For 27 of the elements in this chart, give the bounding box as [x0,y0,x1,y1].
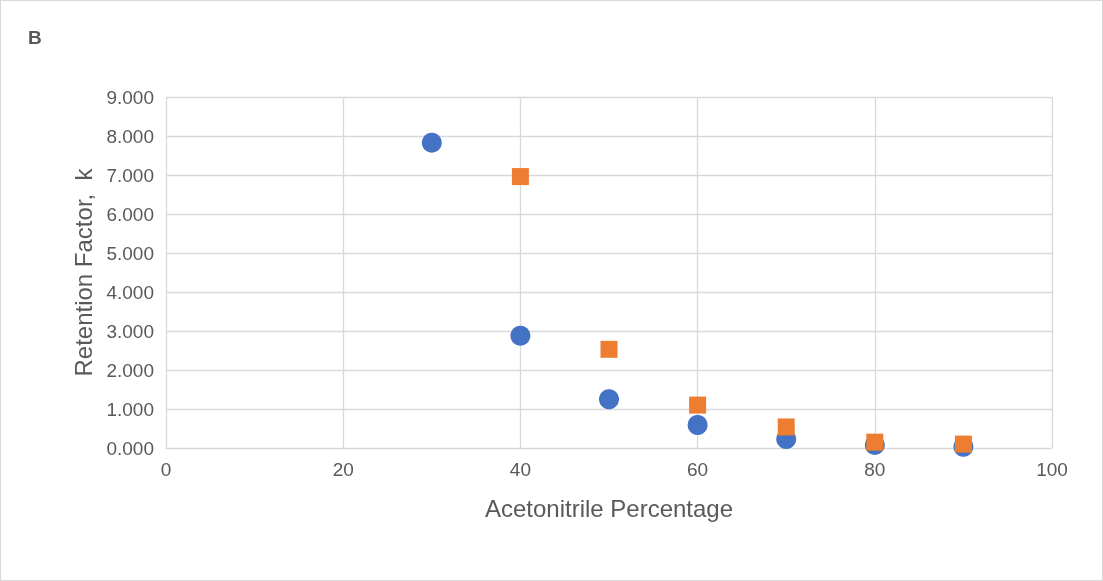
point [687,414,708,435]
x-tick-label: 80 [864,459,886,480]
x-tick-label: 20 [332,459,354,480]
y-tick-label: 5.000 [106,242,154,264]
point [599,389,619,410]
point [510,325,531,346]
y-tick-label: 2.000 [106,359,154,381]
point [600,340,618,358]
point [777,418,795,436]
y-tick-label: 3.000 [106,320,154,342]
y-axis-title: Retention Factor, k [70,167,98,377]
chart-title: B [28,27,42,48]
x-axis-title: Acetonitrile Percentage [484,494,734,522]
y-tick-label: 7.000 [106,164,154,186]
point [689,396,707,414]
x-tick-label: 0 [160,459,172,480]
y-tick-label: 1.000 [106,398,154,420]
y-tick-label: 9.000 [106,86,154,108]
y-tick-label: 0.000 [106,437,154,459]
point [421,132,442,153]
point [511,168,529,186]
x-tick-label: 40 [509,459,531,480]
y-tick-label: 6.000 [106,203,154,225]
x-tick-label: 60 [687,459,709,480]
y-tick-label: 4.000 [106,281,154,303]
x-tick-label: 100 [1036,459,1068,480]
y-tick-label: 8.000 [106,125,154,147]
